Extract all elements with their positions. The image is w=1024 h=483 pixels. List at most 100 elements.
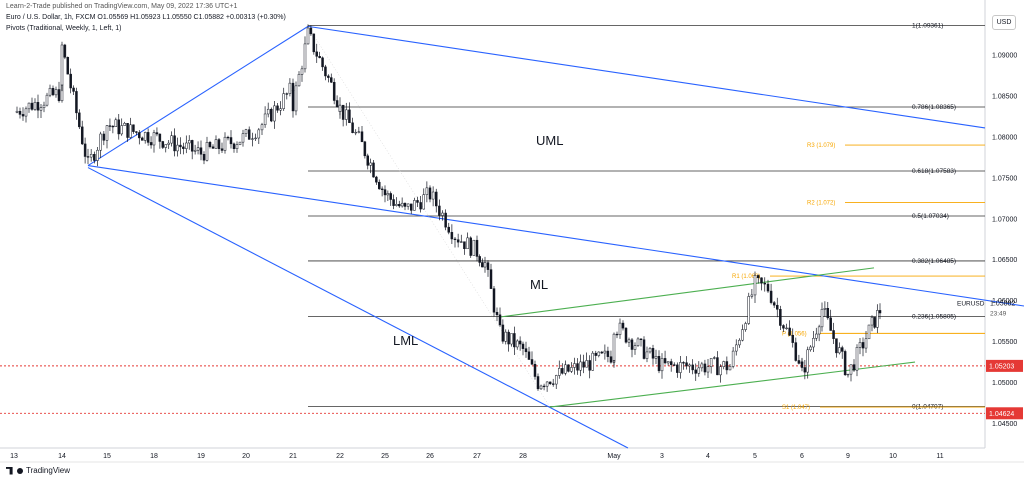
candle-body	[551, 383, 555, 385]
candle-body	[679, 362, 682, 373]
candle-body	[431, 191, 435, 200]
candle-body	[24, 108, 28, 117]
candle-body	[558, 368, 561, 376]
candle-body	[383, 189, 387, 196]
candle-body	[654, 356, 658, 359]
tradingview-logo[interactable]: TradingView	[6, 466, 70, 475]
x-tick-label: 9	[846, 453, 850, 460]
candle-body	[846, 373, 850, 376]
candle-body	[214, 139, 218, 149]
currency-button[interactable]: USD	[992, 15, 1016, 30]
candle-body	[663, 358, 667, 364]
candle-body	[838, 347, 841, 354]
candle-body	[306, 27, 310, 45]
fib-level-label: 1(1.09361)	[912, 22, 943, 29]
candle-body	[179, 144, 182, 148]
candle-body	[803, 367, 807, 373]
candle-body	[579, 361, 582, 371]
candle-body	[400, 202, 404, 207]
candle-body	[521, 343, 525, 349]
candle-body	[481, 262, 484, 268]
candle-body	[453, 238, 457, 241]
candle-body	[105, 125, 109, 141]
y-tick-label: 1.06500	[992, 257, 1017, 264]
candle-body	[375, 176, 378, 183]
candle-body	[660, 358, 664, 372]
support-level-value: 1.04624	[989, 411, 1014, 418]
candle-body	[300, 68, 304, 75]
candle-body	[835, 338, 838, 354]
candle-body	[530, 359, 534, 365]
pivots-indicator-line[interactable]: Pivots (Traditional, Weekly, 1, Left, 1)	[6, 25, 122, 32]
candle-body	[363, 141, 367, 157]
support-level-value: 1.05203	[989, 363, 1014, 370]
candle-body	[606, 350, 610, 357]
candle-body	[554, 375, 558, 385]
candle-body	[273, 105, 276, 122]
candle-body	[205, 142, 209, 161]
candle-body	[413, 200, 416, 211]
candle-body	[66, 57, 70, 75]
candle-body	[247, 129, 251, 140]
candle-body	[48, 87, 52, 96]
candle-body	[111, 125, 115, 128]
candle-body	[533, 363, 537, 377]
candle-body	[18, 110, 22, 115]
candle-body	[753, 275, 757, 296]
candle-body	[735, 344, 738, 352]
y-tick-label: 1.08000	[992, 134, 1017, 141]
candle-body	[83, 143, 87, 157]
candle-body	[633, 345, 637, 350]
x-tick-label: 25	[381, 453, 389, 460]
candle-body	[143, 132, 147, 141]
candle-body	[93, 154, 96, 161]
candle-body	[466, 237, 469, 250]
candle-body	[254, 137, 257, 140]
x-tick-label: 18	[150, 453, 158, 460]
channel-upper-line	[499, 267, 875, 318]
candle-body	[691, 364, 694, 371]
x-tick-label: 13	[10, 453, 18, 460]
candle-body	[624, 327, 628, 343]
candle-body	[645, 351, 649, 359]
y-tick-label: 1.09000	[992, 53, 1017, 60]
y-tick-label: 1.04500	[992, 421, 1017, 428]
x-tick-label: 21	[289, 453, 297, 460]
y-tick-label: 1.08500	[992, 93, 1017, 100]
candle-body	[378, 181, 381, 190]
candle-body	[422, 194, 425, 210]
candle-body	[843, 351, 847, 376]
candle-body	[220, 148, 224, 151]
candle-body	[63, 44, 67, 58]
candle-body	[270, 108, 273, 122]
candle-body	[776, 304, 779, 310]
pitchfork-handle	[87, 25, 309, 167]
candle-body	[263, 113, 267, 126]
candle-body	[576, 363, 579, 371]
candle-body	[39, 107, 43, 111]
channel-lower-line	[549, 361, 916, 408]
candle-body	[441, 212, 444, 216]
support-level-tag	[986, 359, 1023, 372]
x-tick-label: 22	[336, 453, 344, 460]
candle-body	[72, 87, 75, 92]
candle-body	[398, 204, 401, 207]
candle-body	[873, 317, 876, 328]
candle-body	[114, 119, 118, 127]
pivot-level-label: P (1.056)	[782, 331, 807, 337]
candle-body	[279, 108, 282, 111]
x-tick-label: 14	[58, 453, 66, 460]
candle-body	[760, 277, 763, 284]
candle-body	[573, 363, 576, 368]
candle-body	[539, 385, 543, 390]
candle-body	[864, 338, 868, 349]
candle-body	[330, 77, 333, 83]
candle-body	[791, 335, 794, 343]
candle-body	[852, 364, 856, 371]
candle-body	[33, 102, 37, 110]
x-tick-label: 15	[103, 453, 111, 460]
candle-body	[722, 361, 725, 367]
bar-countdown: 23:49	[990, 310, 1007, 317]
candle-body	[96, 149, 99, 161]
